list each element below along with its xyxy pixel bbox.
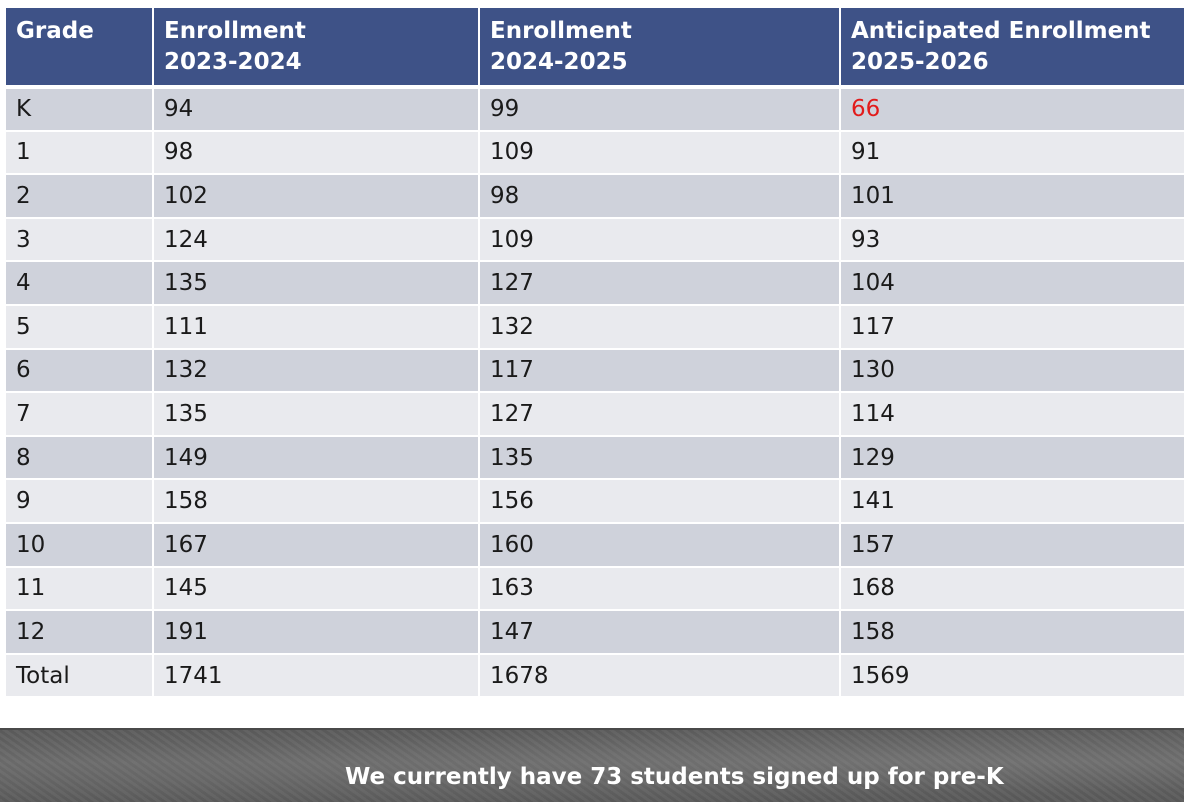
header-label-line1: Enrollment	[164, 18, 306, 44]
grade-cell: Total	[6, 653, 154, 699]
footer-band: We currently have 73 students signed up …	[0, 728, 1184, 802]
enrollment-2024-2025-cell: 99	[479, 87, 841, 132]
table-row: 12 191 147 158	[6, 610, 1184, 655]
header-grade: Grade	[6, 8, 154, 89]
enrollment-2023-2024-cell: 135	[153, 261, 480, 306]
anticipated-2025-2026-cell: 157	[840, 522, 1184, 568]
anticipated-2025-2026-cell: 158	[840, 610, 1184, 655]
grade-cell: 5	[6, 304, 154, 350]
anticipated-2025-2026-cell: 104	[840, 261, 1184, 306]
enrollment-2024-2025-cell: 160	[479, 522, 841, 568]
footer-note: We currently have 73 students signed up …	[345, 764, 1004, 790]
grade-cell: 11	[6, 566, 154, 612]
grade-cell: 4	[6, 261, 154, 306]
header-enrollment-2023-2024: Enrollment 2023-2024	[153, 8, 480, 89]
enrollment-2023-2024-cell: 191	[153, 610, 480, 655]
enrollment-2024-2025-cell: 147	[479, 610, 841, 655]
enrollment-2024-2025-cell: 98	[479, 174, 841, 219]
enrollment-2024-2025-cell: 109	[479, 217, 841, 263]
table-row: K 94 99 66	[6, 87, 1184, 132]
table-body: K 94 99 66 1 98 109 91 2 102 98 101 3 124 109 93 4 135 127…	[6, 87, 1184, 699]
table-row: 5 111 132 117	[6, 304, 1184, 350]
header-anticipated-2025-2026: Anticipated Enrollment 2025-2026	[840, 8, 1184, 89]
header-row: Grade Enrollment 2023-2024 Enrollment 20…	[6, 8, 1184, 89]
anticipated-2025-2026-cell: 114	[840, 392, 1184, 437]
table-row: 8 149 135 129	[6, 435, 1184, 481]
anticipated-2025-2026-cell: 91	[840, 130, 1184, 176]
enrollment-2024-2025-cell: 132	[479, 304, 841, 350]
enrollment-2023-2024-cell: 124	[153, 217, 480, 263]
enrollment-2023-2024-cell: 149	[153, 435, 480, 481]
enrollment-2023-2024-cell: 94	[153, 87, 480, 132]
enrollment-2024-2025-cell: 135	[479, 435, 841, 481]
table-row: 2 102 98 101	[6, 174, 1184, 219]
anticipated-2025-2026-cell: 168	[840, 566, 1184, 612]
grade-cell: 7	[6, 392, 154, 437]
header-label-line2: 2025-2026	[851, 49, 989, 75]
enrollment-2023-2024-cell: 102	[153, 174, 480, 219]
enrollment-2024-2025-cell: 127	[479, 392, 841, 437]
enrollment-2023-2024-cell: 132	[153, 348, 480, 394]
anticipated-2025-2026-cell: 66	[840, 87, 1184, 132]
header-label-line2: 2023-2024	[164, 49, 302, 75]
header-label-line1: Anticipated Enrollment	[851, 18, 1151, 44]
total-row: Total 1741 1678 1569	[6, 653, 1184, 699]
anticipated-2025-2026-cell: 101	[840, 174, 1184, 219]
anticipated-2025-2026-cell: 117	[840, 304, 1184, 350]
grade-cell: 10	[6, 522, 154, 568]
header-grade-label: Grade	[16, 18, 94, 44]
enrollment-2024-2025-cell: 109	[479, 130, 841, 176]
enrollment-2024-2025-cell: 1678	[479, 653, 841, 699]
grade-cell: K	[6, 87, 154, 132]
header-label-line1: Enrollment	[490, 18, 632, 44]
enrollment-2023-2024-cell: 167	[153, 522, 480, 568]
grade-cell: 2	[6, 174, 154, 219]
table-row: 4 135 127 104	[6, 261, 1184, 306]
enrollment-2023-2024-cell: 1741	[153, 653, 480, 699]
grade-cell: 1	[6, 130, 154, 176]
anticipated-2025-2026-cell: 141	[840, 479, 1184, 524]
table-row: 11 145 163 168	[6, 566, 1184, 612]
anticipated-2025-2026-cell: 129	[840, 435, 1184, 481]
grade-cell: 3	[6, 217, 154, 263]
grade-cell: 8	[6, 435, 154, 481]
table-row: 3 124 109 93	[6, 217, 1184, 263]
enrollment-2024-2025-cell: 127	[479, 261, 841, 306]
anticipated-2025-2026-cell: 1569	[840, 653, 1184, 699]
enrollment-2023-2024-cell: 158	[153, 479, 480, 524]
enrollment-2023-2024-cell: 135	[153, 392, 480, 437]
enrollment-2023-2024-cell: 145	[153, 566, 480, 612]
table-row: 6 132 117 130	[6, 348, 1184, 394]
grade-cell: 12	[6, 610, 154, 655]
enrollment-2024-2025-cell: 156	[479, 479, 841, 524]
enrollment-2023-2024-cell: 98	[153, 130, 480, 176]
table-row: 7 135 127 114	[6, 392, 1184, 437]
anticipated-2025-2026-cell: 93	[840, 217, 1184, 263]
table-row: 10 167 160 157	[6, 522, 1184, 568]
table-row: 1 98 109 91	[6, 130, 1184, 176]
header-label-line2: 2024-2025	[490, 49, 628, 75]
header-enrollment-2024-2025: Enrollment 2024-2025	[479, 8, 841, 89]
enrollment-2024-2025-cell: 117	[479, 348, 841, 394]
enrollment-2023-2024-cell: 111	[153, 304, 480, 350]
table-row: 9 158 156 141	[6, 479, 1184, 524]
grade-cell: 6	[6, 348, 154, 394]
anticipated-2025-2026-cell: 130	[840, 348, 1184, 394]
grade-cell: 9	[6, 479, 154, 524]
enrollment-table: Grade Enrollment 2023-2024 Enrollment 20…	[6, 8, 1184, 699]
enrollment-2024-2025-cell: 163	[479, 566, 841, 612]
